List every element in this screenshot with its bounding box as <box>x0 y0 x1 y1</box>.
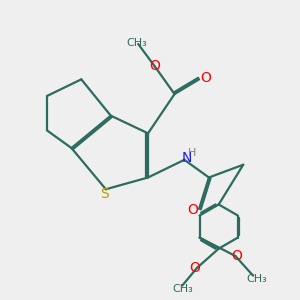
Text: O: O <box>231 249 242 263</box>
Text: S: S <box>100 187 109 201</box>
Text: N: N <box>182 151 192 165</box>
Text: O: O <box>189 261 200 275</box>
Text: O: O <box>187 203 198 218</box>
Text: H: H <box>188 148 196 158</box>
Text: O: O <box>200 71 211 85</box>
Text: O: O <box>149 59 160 73</box>
Text: CH₃: CH₃ <box>126 38 147 47</box>
Text: CH₃: CH₃ <box>172 284 193 294</box>
Text: CH₃: CH₃ <box>246 274 267 284</box>
